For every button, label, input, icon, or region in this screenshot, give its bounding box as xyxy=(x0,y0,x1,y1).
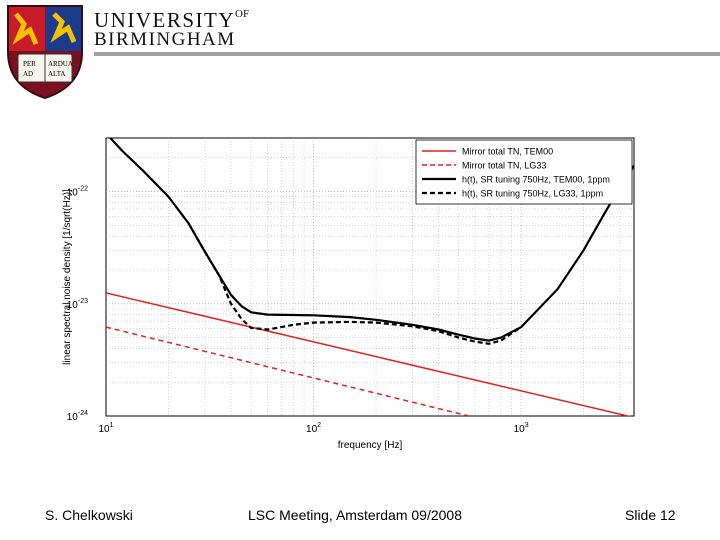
footer-meeting: LSC Meeting, Amsterdam 09/2008 xyxy=(248,507,463,523)
y-tick-label: 10-22 xyxy=(67,186,88,199)
x-axis-label: frequency [Hz] xyxy=(338,440,403,451)
series-line-1 xyxy=(106,292,631,416)
noise-spectrum-chart: 101 102 103 10-24 10-23 10-22 frequency [Hz] … xyxy=(58,130,648,460)
university-crest xyxy=(7,5,83,100)
series-line-2 xyxy=(106,326,473,416)
x-tick-label: 102 xyxy=(306,422,321,435)
axis-ticks: 101 102 103 10-24 10-23 10-22 xyxy=(67,186,529,435)
chart-legend: Mirror total TN, TEM00 Mirror total TN, L… xyxy=(415,139,633,205)
y-axis-label: linear spectral noise density [1/sqrt(Hz… xyxy=(62,189,73,365)
x-tick-label: 101 xyxy=(98,422,113,435)
y-tick-label: 10-24 xyxy=(67,410,88,423)
university-name-line1: UNIVERSITYOF xyxy=(94,8,250,32)
footer-author: S. Chelkowski xyxy=(45,507,133,523)
header-divider xyxy=(94,52,720,56)
legend-label: h(t), SR tuning 750Hz, LG33, 1ppm xyxy=(462,189,603,199)
legend-label: h(t), SR tuning 750Hz, TEM00, 1ppm xyxy=(462,175,610,185)
series-line-4 xyxy=(187,222,522,345)
y-tick-label: 10-23 xyxy=(67,298,88,311)
university-logo: PER ARDUA AD ALTA xyxy=(0,0,240,100)
legend-label: Mirror total TN, LG33 xyxy=(462,161,546,171)
footer-slide-number: Slide 12 xyxy=(625,507,676,523)
series-lines xyxy=(106,138,634,416)
university-name-line2: BIRMINGHAM xyxy=(94,29,236,50)
x-tick-label: 103 xyxy=(514,422,529,435)
legend-label: Mirror total TN, TEM00 xyxy=(462,147,553,157)
